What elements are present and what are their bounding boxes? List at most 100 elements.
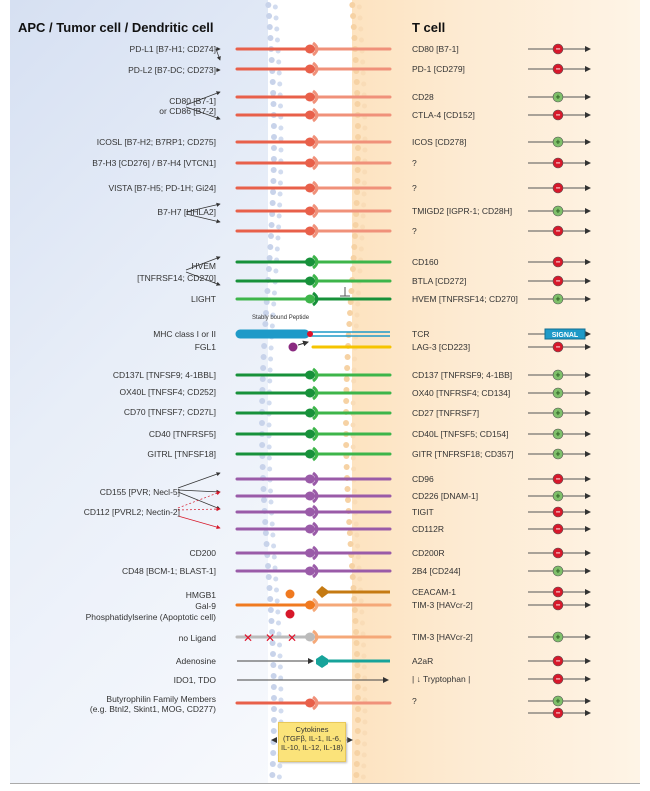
membrane-dot — [362, 719, 368, 725]
apc-header: APC / Tumor cell / Dendritic cell — [18, 20, 214, 35]
membrane-dot — [270, 145, 277, 151]
minus-sign: − — [556, 111, 561, 120]
membrane-dot — [268, 345, 274, 351]
membrane-dot — [276, 213, 282, 219]
membrane-dot — [350, 24, 357, 30]
binding-arrow — [185, 256, 221, 271]
membrane-dot — [271, 543, 277, 549]
ligand-label: B7-H7 [HHLA2] — [157, 207, 216, 217]
binding-arrow — [177, 472, 221, 489]
membrane-dot — [353, 79, 360, 85]
receptor-binding-site — [312, 134, 319, 150]
membrane-dot — [358, 26, 364, 32]
membrane-dot — [270, 750, 277, 756]
membrane-dot — [266, 444, 272, 450]
membrane-dot — [268, 499, 274, 505]
plus-sign: + — [556, 492, 561, 501]
membrane-dot — [360, 70, 366, 76]
receptor-binding-site — [312, 545, 319, 561]
membrane-dot — [277, 103, 283, 109]
membrane-dot — [263, 541, 270, 547]
minus-sign: − — [556, 588, 561, 597]
ligand-label: Adenosine — [175, 656, 216, 666]
plus-icon — [552, 695, 564, 707]
receptor-binding-site — [312, 446, 319, 462]
membrane-dot — [354, 167, 361, 173]
receptor-binding-site — [312, 180, 319, 196]
membrane-dot — [362, 147, 368, 153]
membrane-dot — [350, 400, 356, 406]
ligand-knob — [305, 206, 315, 216]
receptor-label: CTLA-4 [CD152] — [412, 110, 475, 120]
plus-sign: + — [556, 567, 561, 576]
membrane-dot — [270, 728, 277, 734]
membrane-dot — [268, 222, 275, 228]
receptor-label: ? — [412, 226, 417, 236]
receptor-label: PD-1 [CD279] — [412, 64, 465, 74]
ligand-knob — [305, 257, 315, 267]
membrane-dot — [270, 90, 277, 96]
plus-sign: + — [556, 138, 561, 147]
membrane-dot — [264, 288, 271, 294]
membrane-dot — [358, 246, 364, 252]
membrane-dot — [278, 147, 284, 153]
membrane-dot — [348, 288, 355, 294]
receptor-label: CD27 [TNFRSF7] — [412, 408, 480, 418]
membrane-dot — [278, 697, 284, 703]
minus-icon — [552, 256, 564, 268]
membrane-dot — [267, 378, 273, 384]
membrane-dot — [269, 521, 275, 527]
ligand-knob — [305, 294, 315, 304]
membrane-dot — [356, 4, 362, 10]
membrane-dot — [270, 189, 277, 195]
membrane-dot — [351, 378, 357, 384]
minus-sign: − — [556, 525, 561, 534]
membrane-dot — [354, 706, 361, 712]
membrane-dot — [344, 365, 351, 371]
ligand-label: HVEM — [191, 261, 216, 271]
minus-icon — [552, 473, 564, 485]
membrane-dot — [274, 26, 280, 32]
membrane-dot — [345, 332, 352, 338]
membrane-dot — [270, 532, 276, 538]
receptor-binding-site — [312, 367, 319, 383]
membrane-dot — [277, 81, 283, 87]
membrane-dot — [349, 266, 356, 272]
membrane-dot — [278, 686, 284, 692]
membrane-dot — [349, 563, 356, 569]
ligand-label: Gal-9 — [195, 601, 216, 611]
binding-arrow — [177, 491, 221, 510]
ligand-knob — [305, 158, 315, 168]
plus-sign: + — [556, 697, 561, 706]
binding-arrow-red — [177, 515, 221, 530]
receptor-binding-site — [312, 488, 319, 504]
membrane-dot — [346, 519, 353, 525]
minus-sign: − — [556, 184, 561, 193]
ligand-knob — [305, 449, 315, 459]
receptor-binding-site — [312, 504, 319, 520]
membrane-dot — [352, 618, 359, 624]
ligand-label: CD137L [TNFSF9; 4-1BBL] — [112, 370, 216, 380]
ligand-label: CD40 [TNFRSF5] — [148, 429, 216, 439]
binding-arrow — [215, 48, 221, 61]
cytokines-box: Cytokines (TGFβ, IL-1, IL-6, IL-10, IL-1… — [278, 722, 346, 762]
membrane-dot — [343, 420, 350, 426]
receptor-binding-site — [312, 155, 319, 171]
ligand-knob — [305, 137, 315, 147]
membrane-dot — [360, 213, 366, 219]
membrane-dot — [262, 519, 269, 525]
membrane-dot — [269, 640, 276, 646]
plus-sign: + — [556, 430, 561, 439]
membrane-dot — [356, 565, 362, 571]
membrane-dot — [266, 455, 272, 461]
minus-icon — [552, 341, 564, 353]
receptor-label: ? — [412, 158, 417, 168]
membrane-dot — [268, 618, 275, 624]
ligand-knob — [305, 226, 315, 236]
membrane-dot — [359, 609, 365, 615]
membrane-dot — [273, 15, 279, 21]
receptor-label: | ↓ Tryptophan | — [412, 674, 471, 684]
membrane-dot — [362, 169, 368, 175]
hmgb1-ligand — [285, 589, 295, 599]
minus-icon — [552, 506, 564, 518]
